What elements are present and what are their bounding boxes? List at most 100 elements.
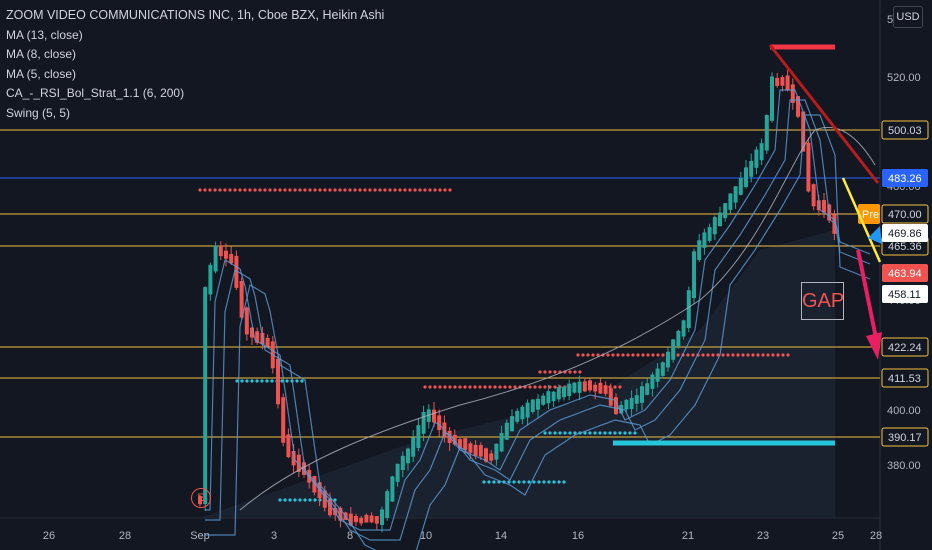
y-tick-label: 400.00: [887, 405, 921, 417]
swing-high-dots: [606, 353, 610, 357]
study-ma8[interactable]: MA (8, close): [6, 47, 77, 61]
candle-body: [390, 476, 395, 502]
study-rsi-bol[interactable]: CA_-_RSI_Bol_Strat_1.1 (6, 200): [6, 86, 185, 100]
level-price-text: 411.53: [888, 373, 921, 385]
candle-body: [213, 245, 218, 272]
x-tick-label: 23: [757, 530, 769, 542]
candle-body: [400, 455, 405, 471]
swing-low-dots: [300, 379, 304, 383]
swing-low-dots: [543, 431, 547, 435]
candle-body: [603, 385, 608, 394]
x-tick-label: 21: [682, 530, 694, 542]
swing-high-dots: [731, 353, 735, 357]
swing-high-dots: [283, 188, 287, 192]
candle-body: [333, 507, 338, 516]
x-tick-label: 25: [832, 530, 844, 542]
swing-high-dots: [248, 188, 252, 192]
swing-high-dots: [721, 353, 725, 357]
x-tick-label: 8: [347, 530, 353, 542]
level-price-tag: [881, 204, 929, 224]
candle-body: [468, 443, 473, 453]
swing-low-dots: [298, 498, 302, 502]
candle-body: [411, 437, 416, 457]
candle-body: [707, 227, 712, 241]
candle-body: [234, 255, 239, 288]
swing-high-dots: [581, 353, 585, 357]
candle-body: [775, 77, 780, 86]
earnings-marker[interactable]: E: [191, 488, 211, 508]
swing-high-dots: [586, 353, 590, 357]
study-swing[interactable]: Swing (5, 5): [6, 105, 71, 120]
long-ma-line: [239, 126, 876, 511]
swing-high-dots: [656, 353, 660, 357]
study-ma5[interactable]: MA (5, close): [6, 66, 77, 81]
swing-high-dots: [373, 188, 377, 192]
swing-high-dots: [528, 385, 532, 389]
swing-high-dots: [463, 385, 467, 389]
candle-body: [749, 160, 754, 177]
candle-body: [426, 409, 431, 422]
candle-body: [515, 411, 520, 422]
swing-high-dots: [621, 353, 625, 357]
candle-body: [634, 395, 639, 404]
candle-body: [692, 251, 696, 299]
swing-high-dots: [358, 188, 362, 192]
candle-body: [702, 232, 707, 248]
candle-body: [556, 387, 561, 400]
x-tick-label: Sep: [190, 530, 210, 542]
swing-high-dots: [578, 370, 582, 374]
swing-high-dots: [318, 188, 322, 192]
candle-body: [395, 463, 400, 482]
swing-high-dots: [263, 188, 267, 192]
candle-body: [759, 143, 764, 161]
swing-high-dots: [258, 188, 262, 192]
candle-body: [255, 331, 260, 343]
candle-body: [244, 307, 249, 335]
candle-body: [380, 509, 384, 525]
candle-body: [239, 281, 244, 318]
swing-high-dots: [203, 188, 207, 192]
candle-body: [676, 330, 681, 347]
swing-low-dots: [628, 431, 632, 435]
candle-body: [291, 450, 296, 466]
level-price-text: 500.03: [888, 125, 922, 137]
candle-body: [458, 439, 462, 449]
candle-body: [452, 434, 457, 445]
candle-body: [463, 438, 468, 451]
swing-high-dots: [651, 353, 655, 357]
swing-high-dots: [756, 353, 760, 357]
candle-body: [598, 382, 603, 394]
swing-high-dots: [543, 385, 547, 389]
candle-body: [525, 402, 530, 418]
swing-high-dots: [323, 188, 327, 192]
swing-high-dots: [661, 353, 665, 357]
swing-low-dots: [553, 431, 557, 435]
swing-high-dots: [333, 188, 337, 192]
candle-body: [681, 320, 686, 337]
swing-low-dots: [563, 431, 567, 435]
swing-high-dots: [368, 188, 372, 192]
candle-body: [281, 397, 286, 443]
swing-low-dots: [548, 431, 552, 435]
swing-high-dots: [388, 188, 392, 192]
swing-low-dots: [598, 431, 602, 435]
pink-arrow-head: [866, 332, 882, 360]
candle-body: [572, 382, 577, 393]
pre-badge-label: Pre: [862, 209, 879, 221]
swing-low-dots: [270, 379, 274, 383]
ma-8-line: [205, 99, 871, 541]
swing-high-dots: [343, 188, 347, 192]
swing-high-dots: [403, 188, 407, 192]
swing-high-dots: [503, 385, 507, 389]
swing-high-dots: [353, 188, 357, 192]
study-ma13[interactable]: MA (13, close): [6, 27, 83, 42]
candle-body: [832, 214, 837, 234]
price-label-tag: [882, 224, 928, 242]
currency-button[interactable]: USD: [893, 6, 923, 28]
candle-body: [421, 412, 426, 434]
x-tick-label: 3: [271, 530, 277, 542]
swing-high-dots: [701, 353, 705, 357]
candle-body: [478, 445, 483, 457]
swing-high-dots: [636, 353, 640, 357]
